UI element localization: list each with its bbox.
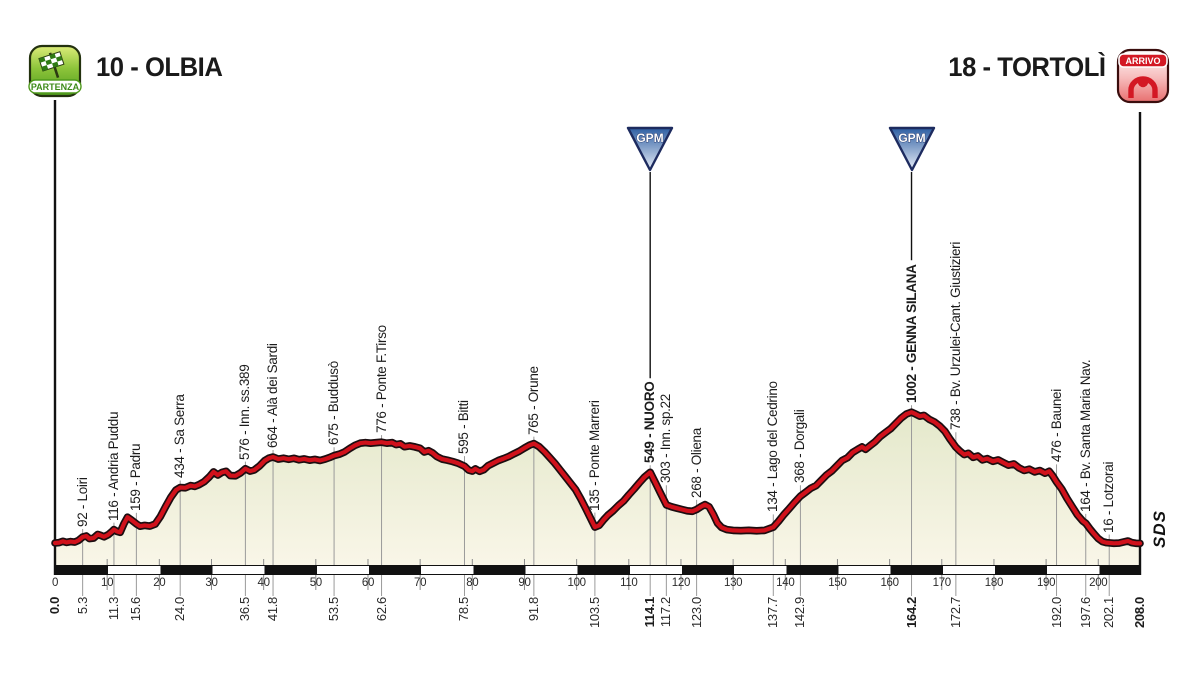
km-distance-label: 114.1 — [642, 597, 658, 628]
axis-tick-label: 200 — [1089, 577, 1108, 589]
km-distance-label: 36.5 — [237, 597, 253, 622]
arrivo-icon: ARRIVO — [1116, 48, 1170, 104]
waypoint-label: 675 - Buddusò — [326, 361, 342, 446]
axis-tick-label: 100 — [567, 577, 586, 589]
axis-tick-label: 80 — [466, 577, 479, 589]
gpm-marker: GPM — [888, 126, 936, 172]
axis-tick-label: 0 — [51, 577, 59, 589]
km-distance-label: 53.5 — [326, 597, 342, 622]
waypoint-label: 159 - Padru — [128, 443, 144, 511]
waypoint-label: 549 - NUORO — [642, 381, 658, 464]
km-distance-label: 78.5 — [456, 597, 472, 622]
waypoint-label: 303 - Inn. sp.22 — [658, 394, 674, 484]
waypoint-label: 164 - Bv. Santa Maria Nav. — [1077, 359, 1093, 512]
sds-watermark: SDS — [1150, 510, 1169, 548]
km-distance-label: 11.3 — [105, 597, 121, 621]
axis-tick-label: 130 — [723, 577, 743, 589]
km-distance-label: 41.8 — [265, 597, 281, 622]
km-distance-label: 142.9 — [792, 597, 808, 629]
gpm-triangle-icon: GPM — [626, 126, 674, 172]
waypoint-label: 268 - Oliena — [688, 427, 704, 498]
gpm-triangle-icon: GPM — [888, 126, 935, 172]
axis-tick-label: 150 — [828, 577, 847, 589]
km-distance-label: 164.2 — [903, 597, 919, 629]
axis-tick-label: 190 — [1036, 577, 1056, 589]
km-distance-label: 91.8 — [525, 597, 541, 622]
axis-tick-label: 140 — [776, 577, 795, 589]
axis-tick-label: 50 — [309, 577, 323, 589]
km-distance-label: 208.0 — [1132, 597, 1147, 629]
waypoint-label: 664 - Alà dei Sardi — [265, 343, 281, 449]
gpm-marker: GPM — [626, 126, 674, 172]
axis-tick-label: 20 — [153, 577, 166, 589]
partenza-badge-label: PARTENZA — [31, 82, 80, 92]
waypoint-label: 116 - Andria Puddu — [105, 411, 121, 521]
partenza-start-icon: PARTENZA — [28, 44, 82, 100]
axis-tick-label: 10 — [101, 577, 114, 589]
waypoint-label: 135 - Ponte Marreri — [586, 399, 602, 511]
finish-city-title: 18 - TORTOLÌ — [948, 52, 1107, 82]
km-distance-label: 24.0 — [172, 597, 188, 622]
arrivo-finish-icon: ARRIVO — [1116, 46, 1170, 106]
waypoint-label: 134 - Lago del Cedrino — [765, 381, 781, 513]
axis-tick-label: 40 — [257, 577, 271, 589]
waypoint-label: 576 - Inn. ss.389 — [237, 364, 253, 460]
waypoint-label: 92 - Loiri — [74, 477, 90, 527]
waypoint-label: 16 - Lotzorai — [1101, 461, 1117, 533]
waypoint-label: 434 - Sa Serra — [172, 394, 188, 479]
km-distance-label: 62.6 — [373, 597, 389, 622]
km-distance-label: 15.6 — [128, 597, 144, 622]
finish-gate-icon — [1128, 76, 1158, 98]
axis-tick-label: 170 — [932, 577, 952, 589]
waypoint-label: 738 - Bv. Urzulei-Cant. Giustizieri — [947, 242, 963, 431]
km-distance-label: 5.3 — [74, 597, 90, 615]
start-city-title: 10 - OLBIA — [96, 52, 223, 82]
km-checkered-bar — [55, 565, 1140, 575]
profile-red-line — [52, 410, 1143, 546]
axis-tick-label: 120 — [671, 577, 691, 589]
km-distance-label: 192.0 — [1048, 597, 1064, 629]
axis-tick-label: 70 — [414, 577, 427, 589]
km-distance-label: 202.1 — [1101, 597, 1117, 629]
axis-tick-label: 30 — [205, 577, 218, 589]
km-distance-label: 137.7 — [765, 597, 781, 629]
waypoint-label: 765 - Orune — [525, 365, 541, 435]
axis-tick-label: 60 — [361, 577, 375, 589]
axis-tick-label: 180 — [984, 577, 1004, 589]
km-distance-label: 172.7 — [947, 597, 963, 629]
axis-tick-label: 90 — [518, 577, 531, 589]
gpm-label: GPM — [637, 131, 664, 145]
arrivo-badge-label: ARRIVO — [1125, 56, 1160, 66]
km-distance-label: 197.6 — [1077, 597, 1093, 629]
axis-tick-label: 110 — [620, 577, 638, 589]
km-distance-label: 103.5 — [586, 597, 602, 629]
waypoint-label: 476 - Baunei — [1048, 389, 1064, 463]
checkered-flag-icon — [38, 51, 65, 79]
partenza-icon: PARTENZA — [28, 44, 82, 98]
waypoint-label: 368 - Dorgali — [792, 409, 808, 484]
km-distance-label: 123.0 — [688, 597, 704, 629]
waypoint-label: 595 - Bitti — [456, 400, 472, 455]
km-distance-label: 117.2 — [658, 597, 674, 628]
gpm-label: GPM — [898, 131, 925, 145]
axis-tick-label: 160 — [880, 577, 899, 589]
waypoint-label: 1002 - GENNA SILANA — [903, 264, 919, 404]
waypoint-label: 776 - Ponte F.Tirso — [373, 325, 389, 434]
km-distance-label: 0.0 — [47, 597, 62, 615]
